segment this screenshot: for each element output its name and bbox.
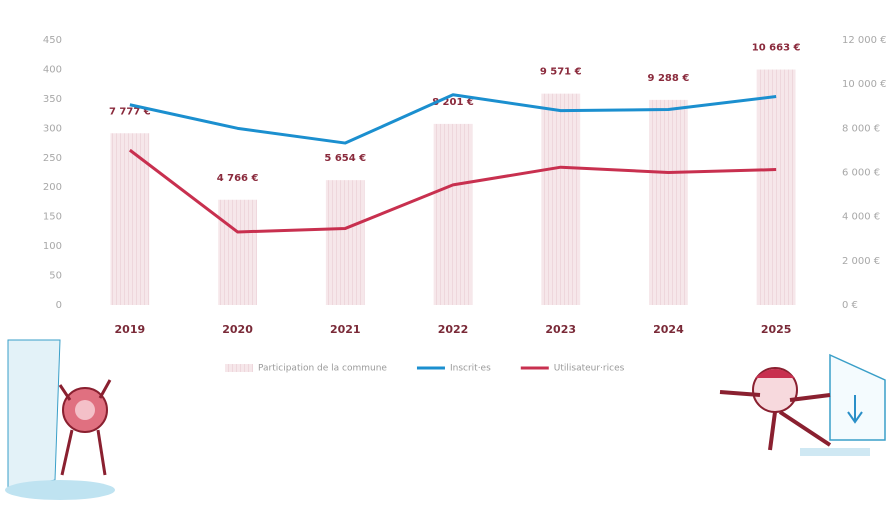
decoration-left bbox=[5, 339, 115, 500]
value-label: 5 654 € bbox=[324, 153, 366, 164]
x-tick-label: 2020 bbox=[222, 323, 253, 336]
bar bbox=[110, 133, 150, 305]
y2-tick-label: 10 000 € bbox=[842, 79, 887, 90]
bar bbox=[325, 180, 365, 305]
line bbox=[129, 93, 777, 145]
y-tick-label: 0 bbox=[56, 300, 62, 311]
y-tick-label: 350 bbox=[43, 94, 62, 105]
legend-swatch bbox=[225, 364, 253, 372]
y2-tick-label: 0 € bbox=[842, 300, 858, 311]
y-tick-label: 50 bbox=[49, 271, 62, 282]
bar bbox=[649, 99, 688, 305]
x-tick-label: 2023 bbox=[545, 323, 576, 336]
legend-label: Inscrit·es bbox=[450, 364, 491, 374]
x-tick-label: 2024 bbox=[653, 323, 684, 336]
y-tick-label: 150 bbox=[43, 212, 62, 223]
y2-tick-label: 12 000 € bbox=[842, 35, 887, 46]
y-tick-label: 400 bbox=[43, 64, 62, 75]
decoration-right bbox=[719, 353, 886, 456]
value-label: 9 571 € bbox=[540, 67, 582, 78]
legend-label: Participation de la commune bbox=[258, 364, 387, 374]
y-tick-label: 200 bbox=[43, 182, 62, 193]
legend-label: Utilisateur·rices bbox=[554, 364, 625, 374]
value-label: 10 663 € bbox=[752, 43, 801, 54]
y-tick-label: 100 bbox=[43, 241, 62, 252]
line bbox=[128, 148, 777, 234]
bar bbox=[218, 199, 257, 305]
bar bbox=[756, 69, 796, 305]
bar bbox=[541, 93, 581, 306]
y2-tick-label: 6 000 € bbox=[842, 168, 880, 179]
y2-tick-label: 8 000 € bbox=[842, 123, 880, 134]
value-label: 4 766 € bbox=[217, 173, 259, 184]
x-tick-label: 2021 bbox=[330, 323, 361, 336]
y2-tick-label: 4 000 € bbox=[842, 212, 880, 223]
y-tick-label: 300 bbox=[43, 123, 62, 134]
y2-tick-label: 2 000 € bbox=[842, 256, 880, 267]
value-label: 9 288 € bbox=[648, 73, 690, 84]
x-tick-label: 2019 bbox=[115, 323, 146, 336]
y-tick-label: 450 bbox=[43, 35, 62, 46]
y-tick-label: 250 bbox=[43, 153, 62, 164]
value-label: 8 201 € bbox=[432, 97, 474, 108]
x-tick-label: 2022 bbox=[438, 323, 469, 336]
x-tick-label: 2025 bbox=[761, 323, 792, 336]
bar bbox=[433, 123, 473, 305]
value-label: 7 777 € bbox=[109, 106, 151, 117]
